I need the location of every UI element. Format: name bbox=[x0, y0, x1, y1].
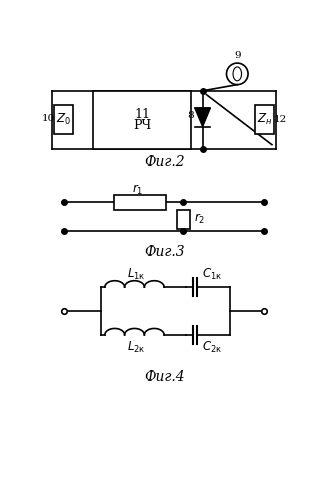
Bar bbox=[93, 91, 191, 148]
Text: 12: 12 bbox=[274, 115, 287, 124]
Text: 11: 11 bbox=[134, 108, 150, 121]
Text: Фиг.4: Фиг.4 bbox=[144, 370, 185, 384]
Bar bbox=[177, 210, 189, 229]
Text: $L_{1\text{к}}$: $L_{1\text{к}}$ bbox=[127, 268, 146, 282]
Text: $C_{1\text{к}}$: $C_{1\text{к}}$ bbox=[202, 268, 222, 282]
Bar bbox=[114, 195, 166, 210]
Text: $C_{2\text{к}}$: $C_{2\text{к}}$ bbox=[202, 340, 222, 355]
Text: 10: 10 bbox=[42, 114, 55, 122]
Text: РЧ: РЧ bbox=[133, 118, 151, 132]
Text: $Z_н$: $Z_н$ bbox=[257, 112, 272, 127]
Text: $L_{2\text{к}}$: $L_{2\text{к}}$ bbox=[127, 340, 146, 355]
Text: 8: 8 bbox=[187, 112, 194, 120]
Bar bbox=[54, 105, 73, 134]
Text: Фиг.3: Фиг.3 bbox=[144, 246, 185, 260]
Text: $Z_0$: $Z_0$ bbox=[56, 112, 71, 127]
Text: Фиг.2: Фиг.2 bbox=[144, 154, 185, 168]
Text: $r_2$: $r_2$ bbox=[194, 212, 205, 226]
Text: 9: 9 bbox=[234, 51, 241, 60]
Polygon shape bbox=[195, 108, 210, 126]
Bar bbox=[255, 105, 274, 134]
Text: $r_1$: $r_1$ bbox=[132, 183, 143, 197]
